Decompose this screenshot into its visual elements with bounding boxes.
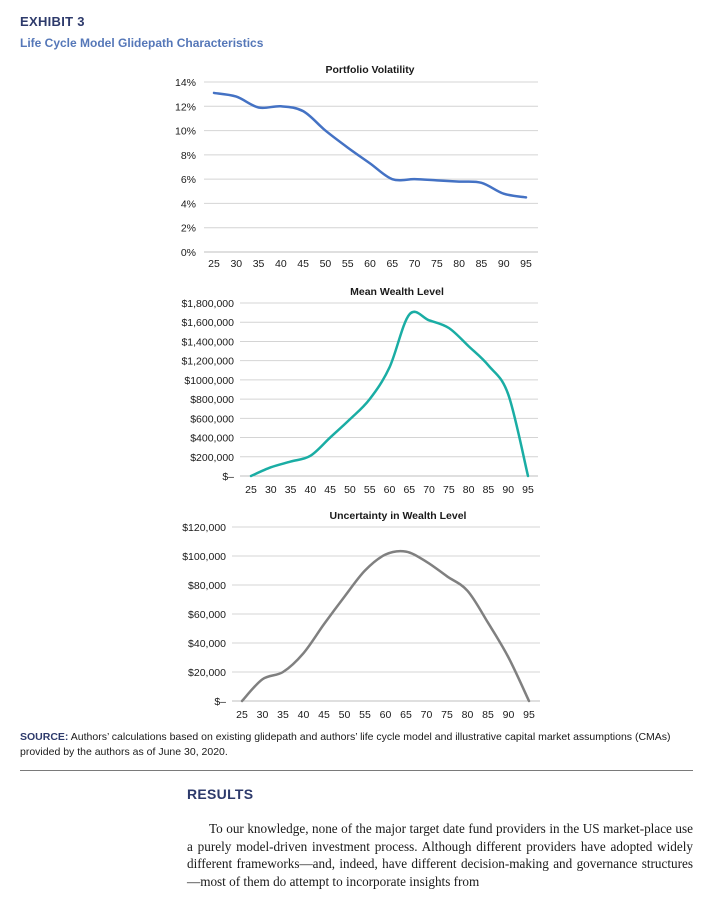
- x-tick-label: 25: [236, 709, 248, 721]
- chart-title: Mean Wealth Level: [350, 286, 444, 298]
- x-tick-label: 95: [522, 484, 534, 496]
- x-tick-label: 90: [498, 258, 510, 270]
- x-tick-label: 65: [386, 258, 398, 270]
- source-label: SOURCE:: [20, 731, 69, 743]
- x-tick-label: 85: [482, 709, 494, 721]
- x-tick-label: 40: [305, 484, 317, 496]
- x-tick-label: 30: [230, 258, 242, 270]
- x-tick-label: 25: [208, 258, 220, 270]
- y-tick-label: $400,000: [190, 433, 234, 445]
- y-tick-label: $–: [222, 471, 234, 483]
- series-line: [212, 91, 528, 199]
- y-tick-label: $100,000: [182, 551, 226, 563]
- x-tick-label: 55: [359, 709, 371, 721]
- x-tick-label: 45: [324, 484, 336, 496]
- y-tick-label: 14%: [175, 77, 196, 89]
- x-tick-label: 40: [275, 258, 287, 270]
- x-tick-label: 50: [320, 258, 332, 270]
- x-tick-label: 40: [298, 709, 310, 721]
- y-tick-label: $800,000: [190, 394, 234, 406]
- series-line: [240, 549, 531, 703]
- x-tick-label: 95: [523, 709, 535, 721]
- results-heading: RESULTS: [187, 786, 254, 802]
- x-tick-label: 70: [409, 258, 421, 270]
- exhibit-label: EXHIBIT 3: [20, 14, 85, 29]
- x-tick-label: 60: [380, 709, 392, 721]
- y-tick-label: 8%: [181, 150, 196, 162]
- y-tick-label: $1,800,000: [181, 298, 234, 310]
- source-note: SOURCE: Authors’ calculations based on e…: [20, 730, 700, 760]
- x-tick-label: 45: [297, 258, 309, 270]
- y-tick-label: 2%: [181, 223, 196, 235]
- x-tick-label: 25: [245, 484, 257, 496]
- mean-wealth-level-chart: Mean Wealth Level $– $200,000 $400,000 $600,…: [181, 286, 538, 496]
- y-tick-label: $80,000: [188, 580, 226, 592]
- x-tick-label: 70: [421, 709, 433, 721]
- x-tick-label: 45: [318, 709, 330, 721]
- y-tick-label: 6%: [181, 174, 196, 186]
- x-tick-label: 50: [339, 709, 351, 721]
- y-tick-label: 0%: [181, 247, 196, 259]
- x-tick-label: 35: [277, 709, 289, 721]
- chart-title: Portfolio Volatility: [325, 64, 414, 76]
- y-tick-label: $–: [214, 696, 226, 708]
- x-tick-label: 60: [364, 258, 376, 270]
- x-tick-label: 85: [476, 258, 488, 270]
- y-tick-label: $600,000: [190, 413, 234, 425]
- y-tick-label: $1,600,000: [181, 317, 234, 329]
- exhibit-title: Life Cycle Model Glidepath Characteristi…: [20, 36, 264, 50]
- series-line: [249, 310, 530, 478]
- x-tick-label: 75: [431, 258, 443, 270]
- x-tick-label: 55: [364, 484, 376, 496]
- y-tick-label: 12%: [175, 101, 196, 113]
- x-tick-label: 70: [423, 484, 435, 496]
- y-tick-label: $1,200,000: [181, 356, 234, 368]
- x-tick-label: 95: [520, 258, 532, 270]
- x-tick-label: 90: [502, 484, 514, 496]
- y-tick-label: $200,000: [190, 452, 234, 464]
- y-tick-label: $120,000: [182, 522, 226, 534]
- x-tick-label: 60: [384, 484, 396, 496]
- x-tick-label: 65: [403, 484, 415, 496]
- results-paragraph: To our knowledge, none of the major targ…: [187, 821, 693, 889]
- x-tick-label: 30: [265, 484, 277, 496]
- x-tick-label: 65: [400, 709, 412, 721]
- x-tick-label: 35: [253, 258, 265, 270]
- x-tick-label: 80: [463, 484, 475, 496]
- y-tick-label: $1000,000: [184, 375, 234, 387]
- x-tick-label: 85: [483, 484, 495, 496]
- chart-title: Uncertainty in Wealth Level: [330, 510, 467, 522]
- x-tick-label: 30: [257, 709, 269, 721]
- x-tick-label: 35: [285, 484, 297, 496]
- x-tick-label: 75: [443, 484, 455, 496]
- y-tick-label: $40,000: [188, 638, 226, 650]
- x-tick-label: 55: [342, 258, 354, 270]
- y-tick-label: 4%: [181, 198, 196, 210]
- section-divider: [20, 770, 693, 771]
- x-tick-label: 80: [462, 709, 474, 721]
- y-tick-label: 10%: [175, 126, 196, 138]
- y-tick-label: $60,000: [188, 609, 226, 621]
- source-text: Authors’ calculations based on existing …: [20, 731, 671, 758]
- portfolio-volatility-chart: Portfolio Volatility 0% 2% 4% 6% 8% 10% 12% 14% 2…: [175, 64, 538, 270]
- y-tick-label: $1,400,000: [181, 336, 234, 348]
- x-tick-label: 90: [503, 709, 515, 721]
- uncertainty-wealth-level-chart: Uncertainty in Wealth Level $– $20,000 $40,…: [182, 510, 540, 721]
- x-tick-label: 50: [344, 484, 356, 496]
- x-tick-label: 75: [441, 709, 453, 721]
- x-tick-label: 80: [453, 258, 465, 270]
- y-tick-label: $20,000: [188, 667, 226, 679]
